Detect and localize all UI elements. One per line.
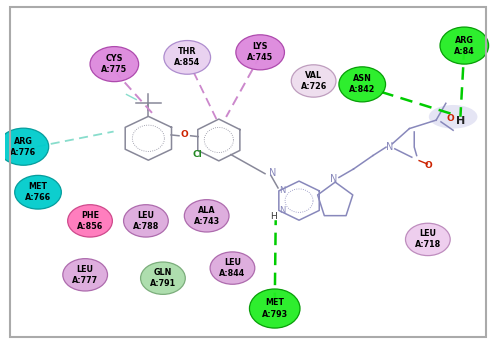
Text: LEU
A:844: LEU A:844 xyxy=(219,258,246,278)
Ellipse shape xyxy=(0,128,49,165)
Text: LEU
A:788: LEU A:788 xyxy=(133,211,159,231)
Ellipse shape xyxy=(124,205,168,237)
Text: O: O xyxy=(425,161,433,170)
Text: LEU
A:718: LEU A:718 xyxy=(415,229,441,249)
Text: VAL
A:726: VAL A:726 xyxy=(301,71,327,91)
Text: CYS
A:775: CYS A:775 xyxy=(101,54,127,74)
Ellipse shape xyxy=(164,41,211,74)
Text: Cl: Cl xyxy=(192,150,202,159)
Text: ASN
A:842: ASN A:842 xyxy=(349,74,375,94)
Text: LYS
A:745: LYS A:745 xyxy=(247,42,273,62)
Ellipse shape xyxy=(67,205,113,237)
Ellipse shape xyxy=(63,259,108,291)
Text: N: N xyxy=(269,168,276,178)
Ellipse shape xyxy=(140,262,186,294)
Text: LEU
A:777: LEU A:777 xyxy=(72,265,98,285)
Text: ARG
A:776: ARG A:776 xyxy=(10,137,37,157)
Text: N: N xyxy=(330,174,338,184)
Text: ALA
A:743: ALA A:743 xyxy=(193,206,220,226)
Text: O: O xyxy=(181,130,188,139)
Ellipse shape xyxy=(339,67,385,102)
Ellipse shape xyxy=(236,35,285,70)
Ellipse shape xyxy=(249,289,300,328)
Text: N: N xyxy=(386,142,394,152)
Text: THR
A:854: THR A:854 xyxy=(174,47,200,67)
Ellipse shape xyxy=(291,65,336,97)
Ellipse shape xyxy=(90,46,139,82)
Text: PHE
A:856: PHE A:856 xyxy=(77,211,103,231)
Ellipse shape xyxy=(15,175,62,209)
Ellipse shape xyxy=(429,105,478,129)
Text: N: N xyxy=(280,186,286,195)
Ellipse shape xyxy=(440,27,489,64)
Ellipse shape xyxy=(185,200,229,232)
Text: GLN
A:791: GLN A:791 xyxy=(150,268,176,288)
Text: O: O xyxy=(447,114,454,123)
Text: H: H xyxy=(270,212,277,221)
Ellipse shape xyxy=(406,223,450,256)
Text: ARG
A:84: ARG A:84 xyxy=(454,35,475,56)
Ellipse shape xyxy=(210,252,255,284)
Text: MET
A:766: MET A:766 xyxy=(25,182,51,202)
Text: H: H xyxy=(456,116,465,126)
Text: MET
A:793: MET A:793 xyxy=(262,299,288,319)
Text: N: N xyxy=(280,206,286,215)
